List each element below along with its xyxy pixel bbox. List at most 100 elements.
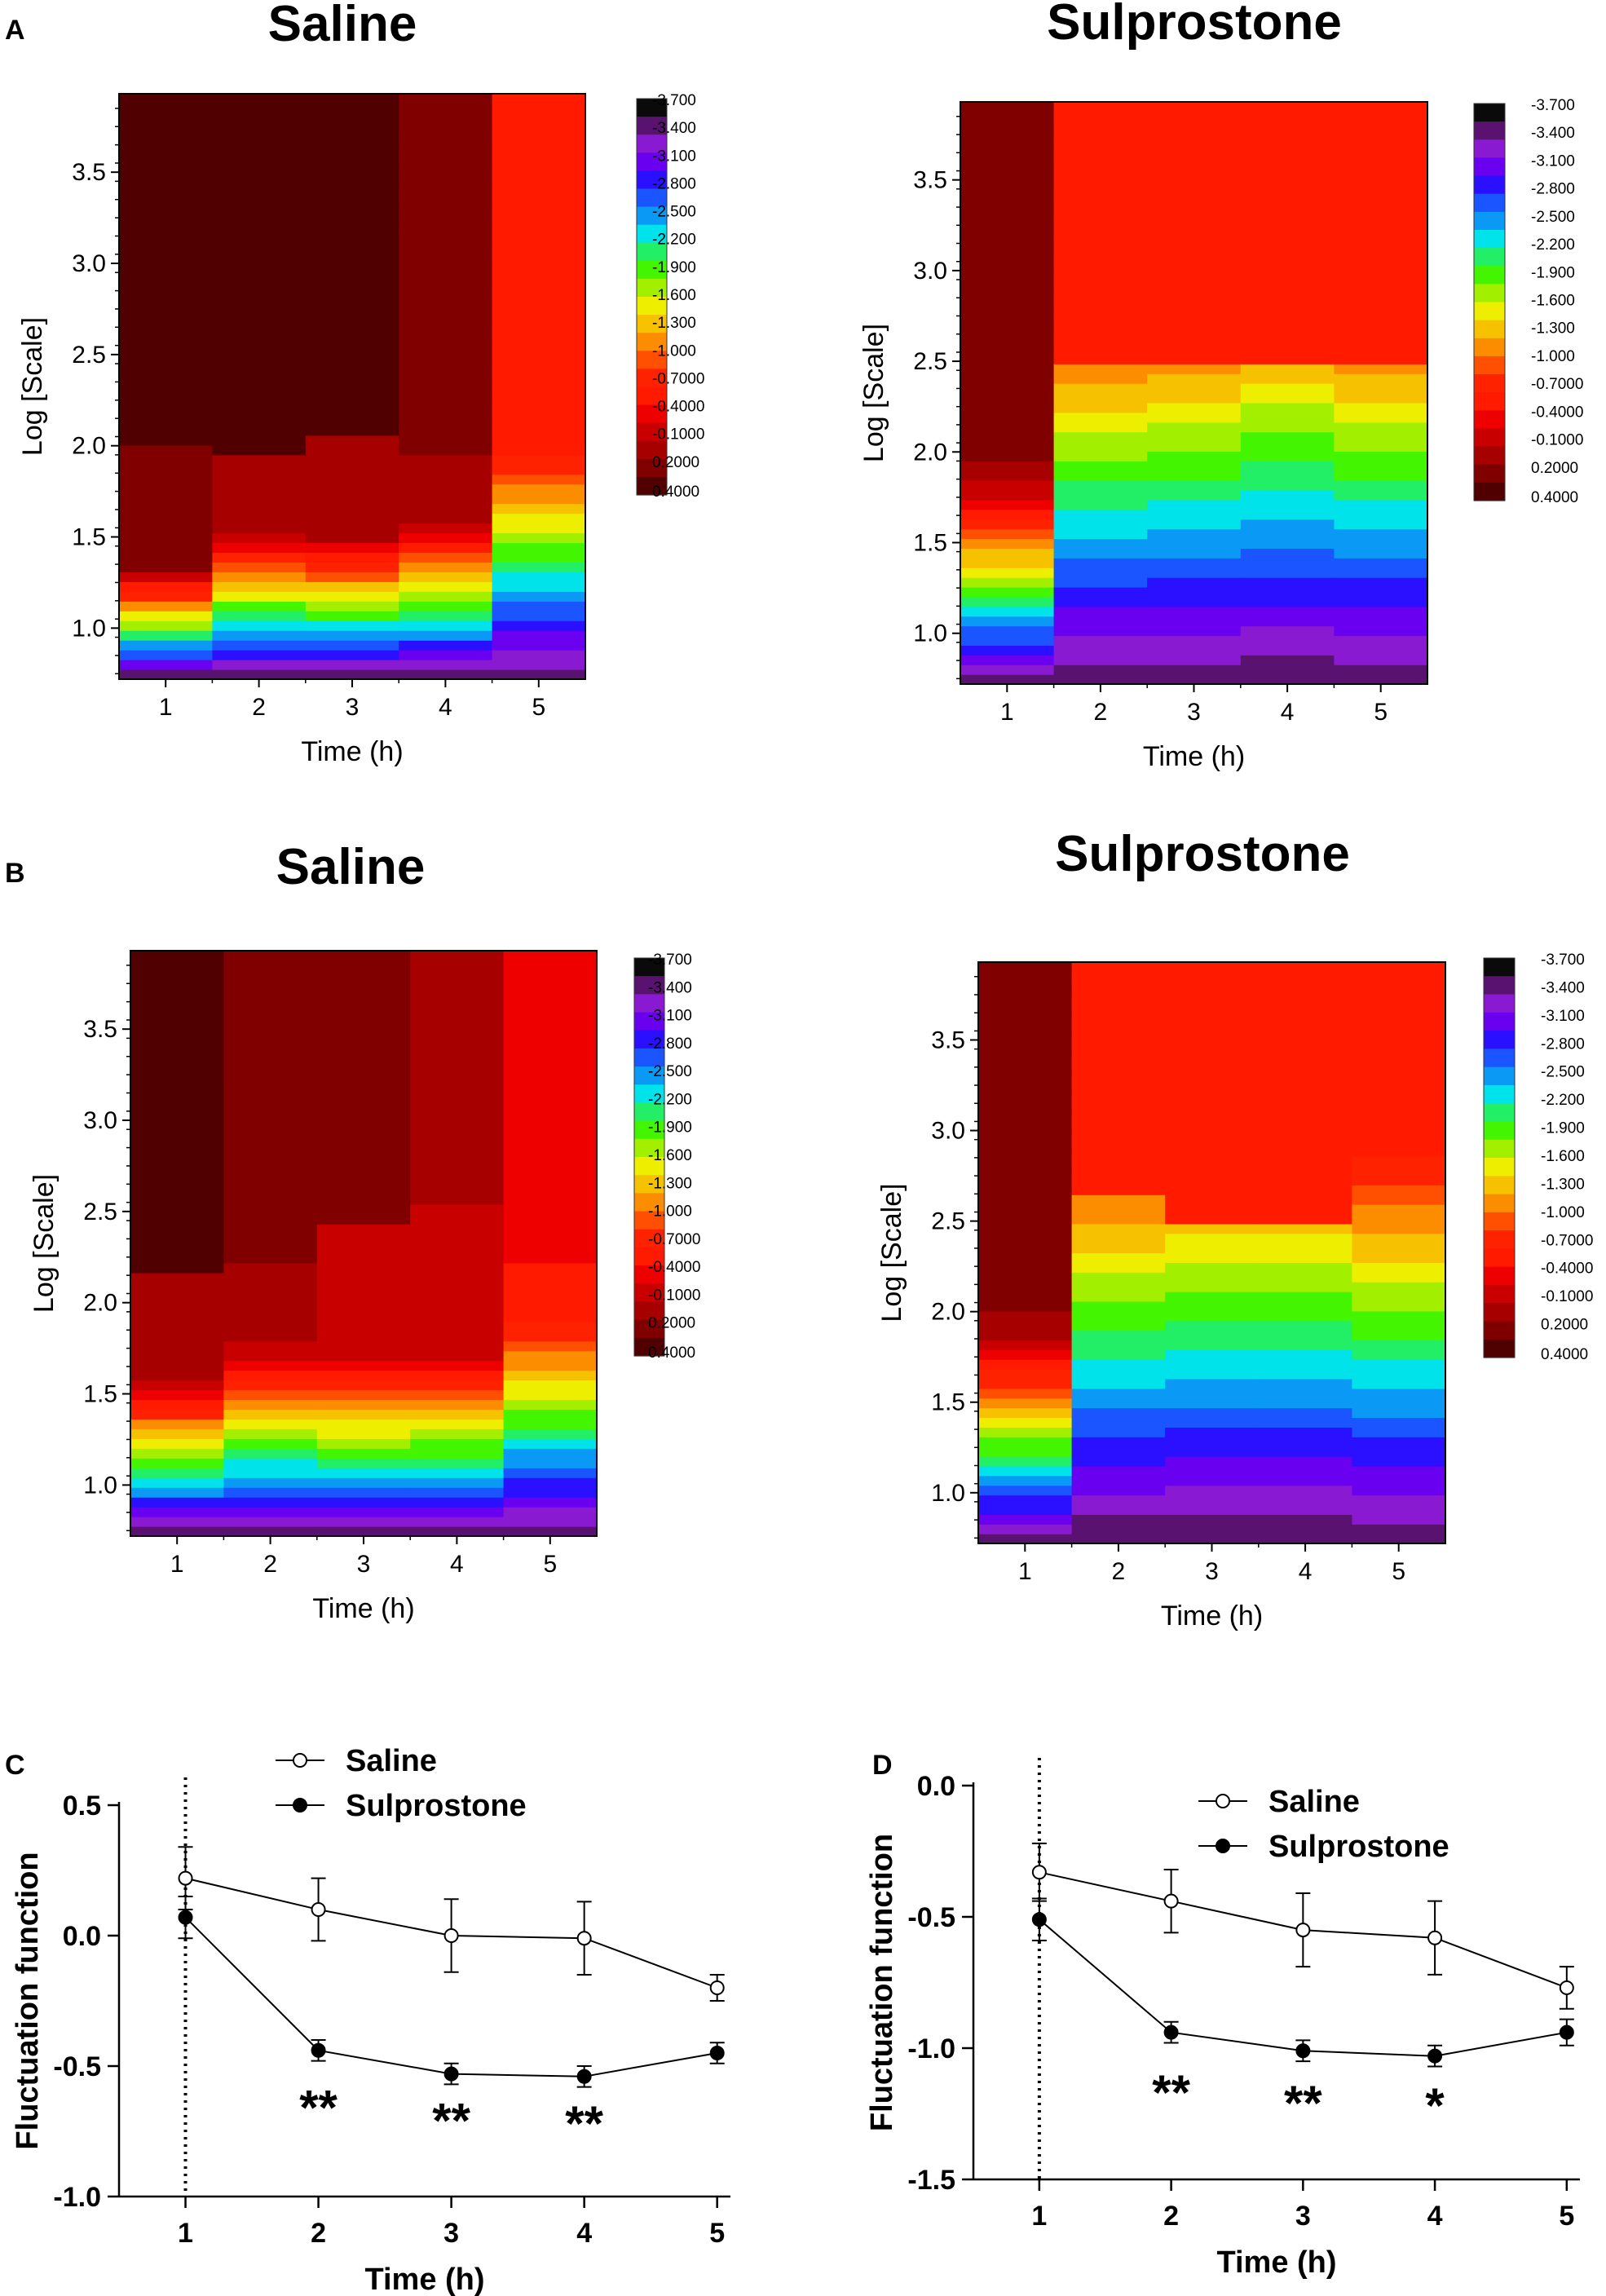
heatmap-cell [1165, 981, 1260, 992]
heatmap-cell [978, 971, 1073, 982]
heatmap-cell [960, 227, 1055, 239]
heatmap-cell [492, 220, 586, 232]
heatmap-cell [978, 1040, 1073, 1050]
heatmap-cell [399, 405, 493, 417]
heatmap-cell [130, 1321, 224, 1332]
colorbar-swatch [634, 1102, 664, 1122]
heatmap-cell [1258, 1078, 1352, 1089]
x-tick-label: 3 [1205, 1558, 1219, 1585]
heatmap-cell [212, 94, 307, 104]
legend-label: Sulprostone [1268, 1830, 1449, 1864]
heatmap-cell [503, 1018, 598, 1030]
heatmap-cell [410, 1477, 505, 1488]
heatmap-cell [316, 1409, 411, 1420]
heatmap-cell [978, 1446, 1073, 1457]
heatmap-cell [492, 660, 586, 670]
heatmap-cell [503, 1340, 598, 1352]
colorbar-frame [633, 957, 665, 1357]
heatmap-cell [119, 240, 213, 251]
y-tick-label: 0.0 [917, 1771, 955, 1802]
colorbar-label: -3.100 [652, 148, 696, 165]
y-tick-label: -0.5 [53, 2051, 101, 2082]
heatmap-cell [1071, 1359, 1166, 1370]
heatmap-cell [130, 1517, 224, 1527]
heatmap-cell [223, 1340, 318, 1352]
heatmap-cell [316, 1106, 411, 1118]
heatmap-cell [503, 1301, 598, 1313]
heatmap-cell [503, 1331, 598, 1342]
heatmap-cell [223, 999, 318, 1010]
x-tick-label: 1 [1031, 2201, 1047, 2232]
heatmap-cell [1165, 1427, 1260, 1437]
heatmap-cell [130, 1038, 224, 1049]
heatmap-cell [492, 386, 586, 397]
heatmap-cell [410, 951, 505, 961]
y-tick-label: 3.0 [72, 250, 106, 277]
heatmap-cell [305, 474, 399, 485]
heatmap-cell [1147, 257, 1242, 267]
heatmap-cell [1334, 470, 1428, 481]
heatmap-cell [503, 1370, 598, 1381]
heatmap-cell [1147, 509, 1242, 520]
heatmap-cell [119, 640, 213, 651]
y-tick-label: 3.5 [913, 167, 947, 194]
heatmap-cell [316, 1448, 411, 1459]
heatmap-cell [410, 1243, 505, 1254]
heatmap-cell [1240, 296, 1335, 307]
heatmap-cell [1334, 257, 1428, 267]
colorbar-label: -3.700 [648, 952, 692, 969]
heatmap-cell [1071, 1088, 1166, 1098]
colorbar-label: -0.7000 [648, 1231, 700, 1248]
heatmap-cell [223, 1194, 318, 1205]
heatmap-cell [1258, 1272, 1352, 1283]
heatmap-cell [1053, 111, 1148, 122]
heatmap-cell [305, 94, 399, 104]
heatmap-cell [1240, 373, 1335, 384]
heatmap-cell [316, 1214, 411, 1225]
heatmap-cell [978, 1204, 1073, 1215]
heatmap-cell [410, 1301, 505, 1313]
heatmap-cell [1071, 1058, 1166, 1070]
colorbar-swatch [1484, 1194, 1515, 1213]
heatmap-cell [1258, 1495, 1352, 1506]
heatmap-cell [1165, 1504, 1260, 1515]
heatmap-cell [1352, 1097, 1446, 1108]
heatmap-cell [1053, 160, 1148, 170]
colorbar-swatch [1474, 104, 1505, 122]
heatmap-cell [223, 1350, 318, 1362]
heatmap-cell [1071, 1292, 1166, 1302]
heatmap-cell [130, 1419, 224, 1429]
heatmap-cell [503, 1097, 598, 1108]
heatmap-cell [1334, 227, 1428, 239]
colorbar-frame [1483, 957, 1516, 1358]
heatmap-cell [1165, 1524, 1260, 1534]
heatmap-cell [1258, 1359, 1352, 1370]
heatmap-cell [1240, 441, 1335, 452]
heatmap-cell [410, 1321, 505, 1332]
heatmap-cell [492, 201, 586, 212]
heatmap-cell [1334, 451, 1428, 461]
heatmap-cell [212, 132, 307, 144]
heatmap-cell [305, 289, 399, 299]
heatmap-cell [223, 1409, 318, 1420]
colorbar-label: -0.4000 [1541, 1261, 1593, 1278]
significance-marker: ** [1284, 2076, 1322, 2130]
heatmap-cell [978, 1534, 1073, 1544]
heatmap-cell [1165, 1252, 1260, 1263]
heatmap-cell [399, 132, 493, 144]
colorbar-swatch [1474, 157, 1505, 177]
heatmap-cell [1147, 364, 1242, 374]
heatmap-cell [960, 150, 1055, 161]
heatmap-cell [1165, 1223, 1260, 1234]
heatmap-cell [1258, 1058, 1352, 1070]
heatmap-cell [503, 960, 598, 971]
heatmap-cell [1071, 1427, 1166, 1437]
heatmap-cell [503, 1517, 598, 1527]
heatmap-cell [503, 1526, 598, 1537]
heatmap-cell [399, 269, 493, 280]
heatmap-cell [119, 493, 213, 505]
colorbar-label: -3.400 [648, 979, 692, 996]
heatmap-cell [1258, 1146, 1352, 1157]
heatmap-cell [978, 991, 1073, 1002]
